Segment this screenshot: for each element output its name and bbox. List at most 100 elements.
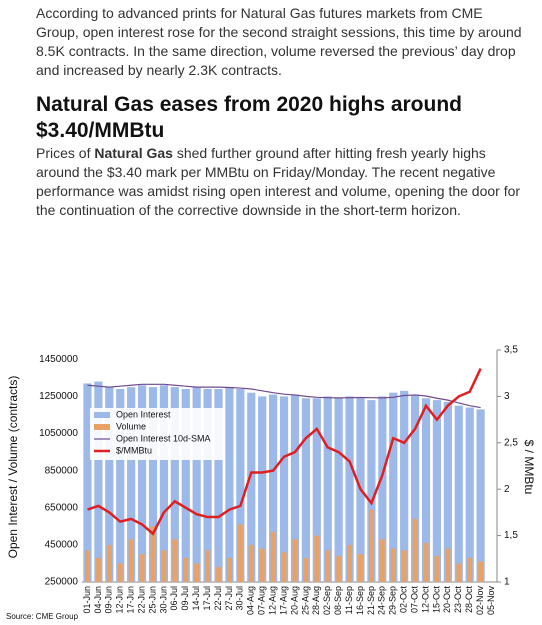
x-tick-label: 12-Oct: [420, 586, 430, 614]
bar: [389, 392, 398, 582]
bar: [358, 554, 363, 582]
bar: [269, 394, 278, 582]
x-tick-label: 07-Aug: [257, 586, 267, 615]
bar: [216, 567, 221, 582]
bar: [379, 539, 385, 582]
x-tick-label: 15-Oct: [431, 586, 441, 614]
x-tick-label: 01-Jun: [82, 586, 92, 614]
bar: [148, 387, 158, 582]
text: Prices of: [36, 145, 95, 161]
x-tick-label: 30-Jul: [235, 586, 245, 611]
text: shed further ground after hitting fresh …: [36, 145, 521, 218]
bar: [347, 544, 353, 582]
bar: [478, 561, 484, 582]
y2-tick-label: 1: [504, 577, 510, 588]
bar: [279, 396, 289, 582]
y-axis-label: Open Interest / Volume (contracts): [6, 376, 20, 559]
legend-swatch: [94, 424, 110, 430]
x-tick-label: 07-Oct: [409, 586, 419, 614]
bar: [128, 539, 134, 582]
x-tick-label: 27-Jul: [224, 586, 234, 611]
bar: [137, 385, 147, 582]
legend-swatch: [94, 412, 110, 418]
bar: [476, 409, 485, 582]
bar: [170, 387, 179, 582]
legend-label: $/MMBtu: [116, 445, 152, 455]
bar: [303, 557, 309, 582]
bar: [368, 509, 374, 582]
bar: [237, 524, 243, 582]
bar: [292, 539, 298, 582]
bar: [325, 550, 331, 582]
paragraph: Prices of Natural Gas shed further groun…: [36, 144, 526, 220]
bar: [259, 548, 265, 582]
bar: [412, 518, 418, 582]
bar: [150, 526, 156, 582]
bar: [465, 407, 474, 582]
bar: [323, 396, 332, 582]
bar: [203, 388, 212, 582]
bar: [410, 394, 420, 582]
x-tick-label: 12-Jun: [115, 586, 125, 614]
x-tick-label: 23-Oct: [453, 586, 463, 614]
y2-axis-label: $ / MMBtu: [522, 440, 536, 495]
x-tick-label: 11-Sep: [344, 586, 354, 614]
legend-label: Open Interest: [116, 409, 171, 419]
x-tick-label: 09-Jun: [104, 586, 114, 614]
x-tick-label: 02-Oct: [399, 586, 409, 614]
x-tick-label: 29-Sep: [388, 586, 398, 615]
bar: [456, 563, 462, 582]
bar: [345, 396, 354, 582]
bar: [314, 535, 320, 582]
bar: [181, 388, 190, 582]
bar: [192, 387, 201, 582]
bar: [270, 531, 276, 582]
heading: Natural Gas eases from 2020 highs around…: [36, 93, 462, 142]
bar: [281, 552, 287, 582]
y-tick-label: 1450000: [39, 354, 78, 365]
line: [87, 368, 482, 536]
bar: [116, 388, 125, 582]
bar: [421, 398, 431, 582]
bar: [85, 550, 90, 582]
x-tick-label: 22-Jun: [136, 586, 146, 614]
y-tick-label: 1250000: [39, 391, 78, 402]
x-tick-label: 02-Nov: [475, 586, 485, 616]
bar: [401, 550, 407, 582]
x-tick-label: 08-Sep: [333, 586, 343, 615]
x-tick-label: 04-Jun: [93, 586, 103, 614]
y-tick-label: 450000: [45, 540, 79, 551]
bar: [247, 392, 256, 582]
bar: [334, 398, 343, 582]
x-tick-label: 12-Aug: [267, 586, 277, 615]
bar: [214, 388, 223, 582]
bar: [301, 398, 310, 582]
y2-tick-label: 1,5: [504, 530, 518, 541]
bar: [434, 556, 440, 582]
bar: [367, 400, 376, 582]
y-tick-label: 250000: [45, 577, 79, 588]
x-tick-label: 02-Sep: [322, 586, 332, 615]
y2-tick-label: 2: [504, 484, 510, 495]
bar: [161, 550, 167, 582]
x-tick-label: 24-Sep: [377, 586, 387, 615]
x-tick-label: 22-Jul: [213, 586, 223, 611]
bar: [139, 554, 145, 582]
y-tick-label: 650000: [45, 502, 79, 513]
bar: [443, 401, 452, 582]
bar: [454, 405, 463, 582]
x-tick-label: 17-Jun: [126, 586, 136, 614]
x-tick-label: 17-Jul: [202, 586, 212, 611]
x-tick-label: 21-Sep: [366, 586, 376, 615]
bar: [94, 381, 103, 582]
x-tick-label: 05-Nov: [486, 586, 496, 616]
bold-text: Natural Gas: [94, 145, 173, 161]
bar: [105, 387, 114, 582]
bar: [172, 539, 178, 582]
x-tick-label: 25-Aug: [300, 586, 310, 615]
x-tick-label: 20-Oct: [442, 586, 452, 614]
y-tick-label: 850000: [45, 465, 79, 476]
bar: [423, 543, 429, 582]
bar: [258, 396, 267, 582]
